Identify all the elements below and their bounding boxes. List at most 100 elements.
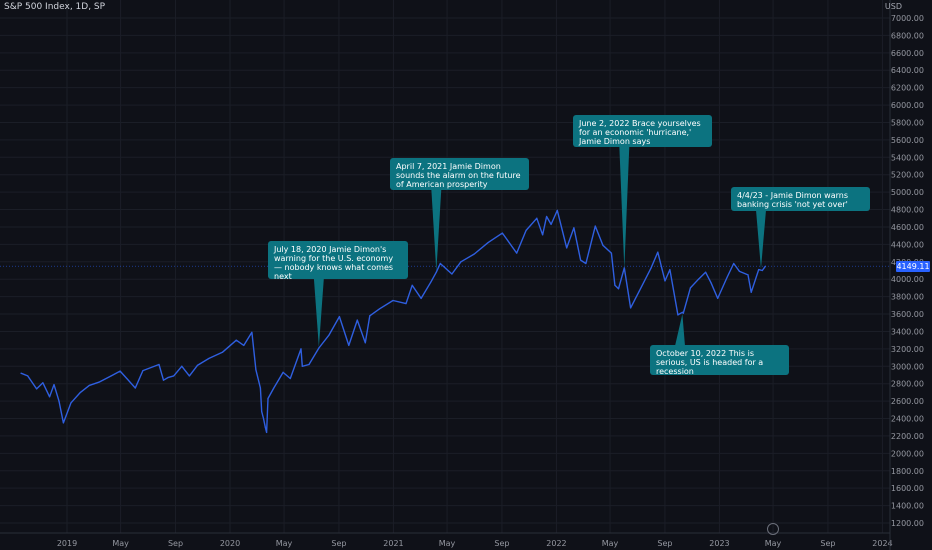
annotation-line: for an economic 'hurricane,' [579,128,692,137]
chart-title: S&P 500 Index, 1D, SP [4,2,106,12]
data-point [439,262,441,265]
y-tick-label: 7000.00 [891,14,924,23]
data-point [262,417,265,420]
data-point [126,377,128,380]
data-point [267,397,269,400]
annotation-line: Jamie Dimon says [579,137,651,146]
y-tick-label: 4400.00 [891,240,924,249]
y-tick-label: 5400.00 [891,153,924,162]
x-tick-label: Sep [657,539,672,548]
data-point [669,269,671,271]
data-point [58,400,60,402]
data-point [747,274,749,276]
data-point [542,234,544,236]
data-point [42,382,44,384]
data-point [356,319,358,321]
data-point [733,262,735,265]
data-point [411,284,413,286]
x-tick-label: 2019 [57,539,77,548]
data-point [308,363,310,366]
y-tick-label: 1200.00 [891,519,924,528]
data-point [119,370,121,372]
annotation-pointer [756,210,766,269]
y-tick-label: 6200.00 [891,84,924,93]
y-tick-label: 6600.00 [891,49,924,58]
x-tick-label: 2021 [383,539,403,548]
data-point [266,431,268,434]
y-tick-label: 6800.00 [891,31,924,40]
y-tick-label: 2200.00 [891,432,924,441]
data-point [451,273,453,275]
y-tick-label: 3200.00 [891,345,924,354]
data-point [710,282,712,284]
currency-label: USD [884,2,902,11]
data-point [88,384,90,387]
data-point [573,227,575,229]
y-tick-label: 5600.00 [891,136,924,145]
data-point [392,299,394,302]
y-tick-label: 2600.00 [891,397,924,406]
y-tick-label: 3400.00 [891,327,924,336]
y-axis: 1200.00 1400.00 1600.00 1800.00 2000.00 2200.… [889,0,924,550]
x-axis: 2019 May Sep 2020 May Sep 2021 May Sep 2022 May Sep… [0,532,893,548]
y-tick-label: 1600.00 [891,484,924,493]
annotation-pointer [675,314,685,346]
data-point [20,372,22,374]
data-point [761,269,763,272]
y-tick-label: 1400.00 [891,502,924,511]
y-tick-label: 3000.00 [891,362,924,371]
data-point [27,375,29,377]
data-point [677,314,679,316]
annotation-pointer [431,189,442,272]
y-tick-label: 4600.00 [891,223,924,232]
data-point [758,269,760,271]
data-point [405,302,407,305]
data-point [364,342,366,344]
y-tick-label: 1800.00 [891,467,924,476]
annotation-callout: 4/4/23 - Jamie Dimon warns banking crisis… [731,187,870,211]
data-point [585,262,587,265]
data-point [705,271,707,273]
chart-grid [0,0,890,533]
data-point [638,290,640,292]
data-point [460,261,462,263]
last-price-tag: 4149.11 [896,261,930,272]
data-point [473,253,475,255]
data-point [221,351,224,353]
data-point [516,252,518,254]
y-tick-label: 5000.00 [891,188,924,197]
data-point [235,339,237,341]
data-point [300,348,302,350]
data-point [525,229,527,232]
y-tick-label: 2800.00 [891,380,924,389]
annotation-line: October 10, 2022 This is [656,349,755,358]
annotation-line: June 2, 2022 Brace yourselves [579,119,701,128]
data-point [301,365,303,367]
data-point [208,357,210,360]
data-point [289,377,291,380]
data-point [110,375,112,377]
x-tick-label: Sep [168,539,183,548]
data-point [328,334,330,336]
data-point [379,308,381,310]
annotation-line: — nobody knows what comes [274,263,394,272]
annotation-callout: October 10, 2022 This is serious, US is h… [650,345,789,376]
data-point [188,375,190,377]
data-point [70,402,72,404]
y-tick-label: 3800.00 [891,293,924,302]
annotation-callout: July 18, 2020 Jamie Dimon's warning for t… [268,241,408,281]
data-point [251,331,253,333]
data-point [134,387,136,389]
data-point [273,387,275,389]
y-tick-label: 4000.00 [891,275,924,284]
data-point [142,370,144,372]
annotation-pointer [619,146,630,269]
data-point [681,311,683,313]
x-tick-label: Sep [494,539,509,548]
data-point [261,410,263,413]
data-point [717,297,719,299]
annotation-line: next [274,272,292,281]
data-point [682,312,684,314]
data-point [650,267,652,269]
data-point [282,371,284,373]
